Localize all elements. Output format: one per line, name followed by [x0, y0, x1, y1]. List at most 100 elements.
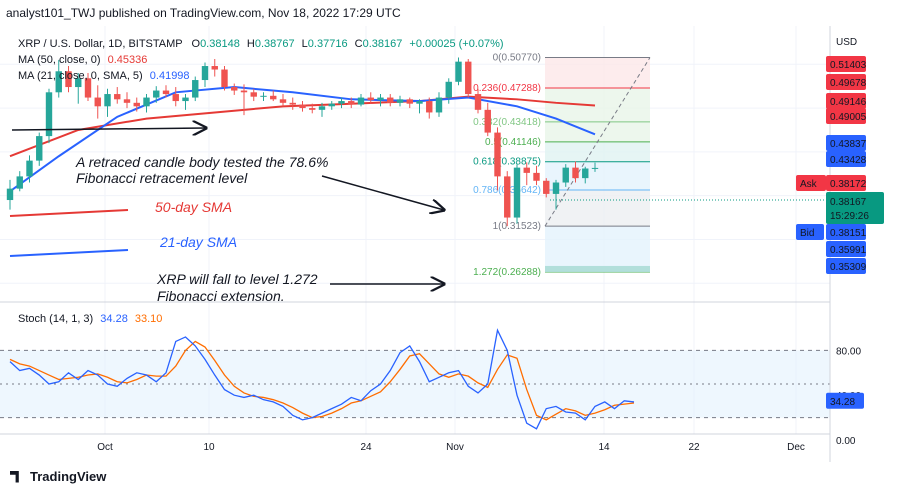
- candle-body: [16, 176, 23, 189]
- candle-body: [494, 132, 501, 177]
- fib-extension-band: [545, 265, 650, 272]
- axis-badge-red-2-bg: [826, 93, 866, 109]
- candle-body: [377, 97, 384, 101]
- candle-body: [270, 95, 277, 100]
- price-change: +0.00025 (+0.07%): [409, 38, 503, 50]
- axis-badge-low-0-bg: [826, 241, 866, 257]
- fib-label-0.5: 0.5(0.41146): [485, 137, 541, 148]
- candle-body: [172, 94, 179, 102]
- candle-body: [221, 69, 228, 88]
- candle-body: [591, 167, 599, 169]
- time-tick-Oct: Oct: [97, 442, 113, 453]
- arrow-to-candles: [11, 128, 206, 130]
- ohlc-high-label: H: [247, 38, 255, 50]
- candle-body: [192, 80, 199, 98]
- candle-body: [552, 182, 560, 194]
- ohlc-high-value: 0.38767: [255, 38, 295, 50]
- time-tick-14: 14: [598, 442, 610, 453]
- candle-body: [162, 90, 170, 95]
- axis-badge-red-1-bg: [826, 74, 866, 90]
- candle-body: [387, 97, 394, 103]
- axis-badge-low-1-bg: [826, 258, 866, 274]
- candle-body: [26, 160, 33, 177]
- candle-body: [416, 101, 423, 104]
- axis-badge-blue-0-bg: [826, 135, 866, 151]
- ask-tag-bg: [796, 175, 826, 191]
- annotation-retrace-line-2: Fibonacci retracement level: [76, 170, 248, 186]
- ma21-legend-label: MA (21, close, 0, SMA, 5): [18, 70, 143, 82]
- candle-body: [406, 99, 413, 104]
- candle-body: [543, 180, 550, 194]
- candle-body: [45, 92, 53, 137]
- fib-zone-band: [545, 161, 650, 191]
- candle-body: [123, 99, 131, 103]
- candle-body: [94, 97, 101, 107]
- axis-badge-red-3: 0.49005: [830, 112, 867, 123]
- candlestick-series: [6, 57, 599, 227]
- fib-zone-band: [545, 88, 650, 122]
- axis-badge-low-1: 0.35309: [830, 262, 867, 273]
- tradingview-logo[interactable]: TradingView: [10, 469, 106, 484]
- ma50-legend-label: MA (50, close, 0): [18, 54, 101, 66]
- candle-body: [562, 167, 569, 183]
- axis-badge-red-3-bg: [826, 108, 866, 124]
- candle-body: [435, 97, 443, 113]
- candle-body: [153, 90, 160, 98]
- stochastic-pane: [0, 328, 830, 430]
- ohlc-open-label: O: [192, 38, 201, 50]
- candle-body: [143, 97, 150, 107]
- candle-body: [504, 176, 511, 218]
- stoch-legend-label: Stoch (14, 1, 3): [18, 313, 93, 325]
- ask-price-badge-bg: [826, 175, 866, 191]
- axis-badge-low-0: 0.35991: [830, 245, 867, 256]
- candle-body: [572, 167, 579, 179]
- fib-trend-line: [544, 57, 651, 227]
- time-axis[interactable]: Oct 10 24 Nov 14 22 Dec: [97, 442, 805, 453]
- annotation-retrace-line-1: A retraced candle body tested the 78.6%: [75, 154, 328, 170]
- candle-body: [211, 66, 218, 70]
- fib-zone-band: [545, 141, 650, 162]
- candle-body: [455, 61, 462, 82]
- candle-body: [55, 71, 62, 93]
- svg-text:Stoch (14, 1, 3) 34.28[interactable]: Stoch (14, 1, 3) 34.28 33.10: [18, 313, 162, 325]
- currency-label[interactable]: USD: [836, 37, 857, 48]
- stoch-k-line: [9, 328, 635, 430]
- ma21-legend-value: 0.41998: [150, 70, 190, 82]
- fib-label-1.272: 1.272(0.26288): [473, 267, 541, 278]
- candle-body: [104, 94, 111, 107]
- tradingview-brand: TradingView: [30, 469, 107, 484]
- price-axis-badges: 0.51403 0.49678 0.49146 0.49005 0.43837 0.434…: [550, 56, 884, 274]
- candle-body: [250, 92, 257, 97]
- last-price-badge: 0.38167: [830, 197, 867, 208]
- fib-zone-band: [545, 121, 650, 142]
- candle-body: [75, 78, 82, 88]
- sma50-legend-stub: [9, 209, 129, 217]
- fib-label-1: 1(0.31523): [493, 221, 541, 232]
- sma21-legend-stub: [9, 249, 129, 257]
- svg-text:XRP / U.S. Dollar, 1D, BITSTAM: XRP / U.S. Dollar, 1D, BITSTAMP O0.38148…: [18, 38, 504, 50]
- stoch-k-badge-bg: [826, 392, 864, 409]
- candle-body: [426, 101, 433, 113]
- last-price-badge-bg: [826, 192, 884, 224]
- stoch-k-badge: 34.28: [830, 397, 855, 408]
- price-chart[interactable]: 0(0.50770) 0.236(0.47288) 0.382(0.43418) 0.…: [0, 26, 900, 462]
- svg-text:MA (21, close, 0, SMA, 5)[interactable]: MA (21, close, 0, SMA, 5) 0.41998: [18, 70, 190, 82]
- candle-body: [114, 94, 121, 100]
- candle-body: [289, 102, 296, 105]
- candle-body: [6, 188, 14, 201]
- svg-text:MA (50, close, 0) 0.45336[interactable]: MA (50, close, 0) 0.45336: [18, 54, 147, 66]
- candle-body: [133, 102, 140, 107]
- fib-zone-band: [545, 57, 650, 89]
- user-drawings[interactable]: [11, 128, 444, 284]
- time-tick-Dec: Dec: [787, 442, 805, 453]
- candle-body: [260, 95, 267, 97]
- ohlc-close-label: C: [355, 38, 363, 50]
- bid-tag: Bid: [800, 228, 814, 239]
- axis-badge-red-0-bg: [826, 56, 866, 72]
- stoch-d-line: [9, 340, 635, 421]
- stoch-tick: 80.00: [836, 346, 861, 357]
- ohlc-close-value: 0.38167: [363, 38, 403, 50]
- ma21-line: [9, 86, 596, 193]
- bid-price-badge-bg: [826, 224, 866, 240]
